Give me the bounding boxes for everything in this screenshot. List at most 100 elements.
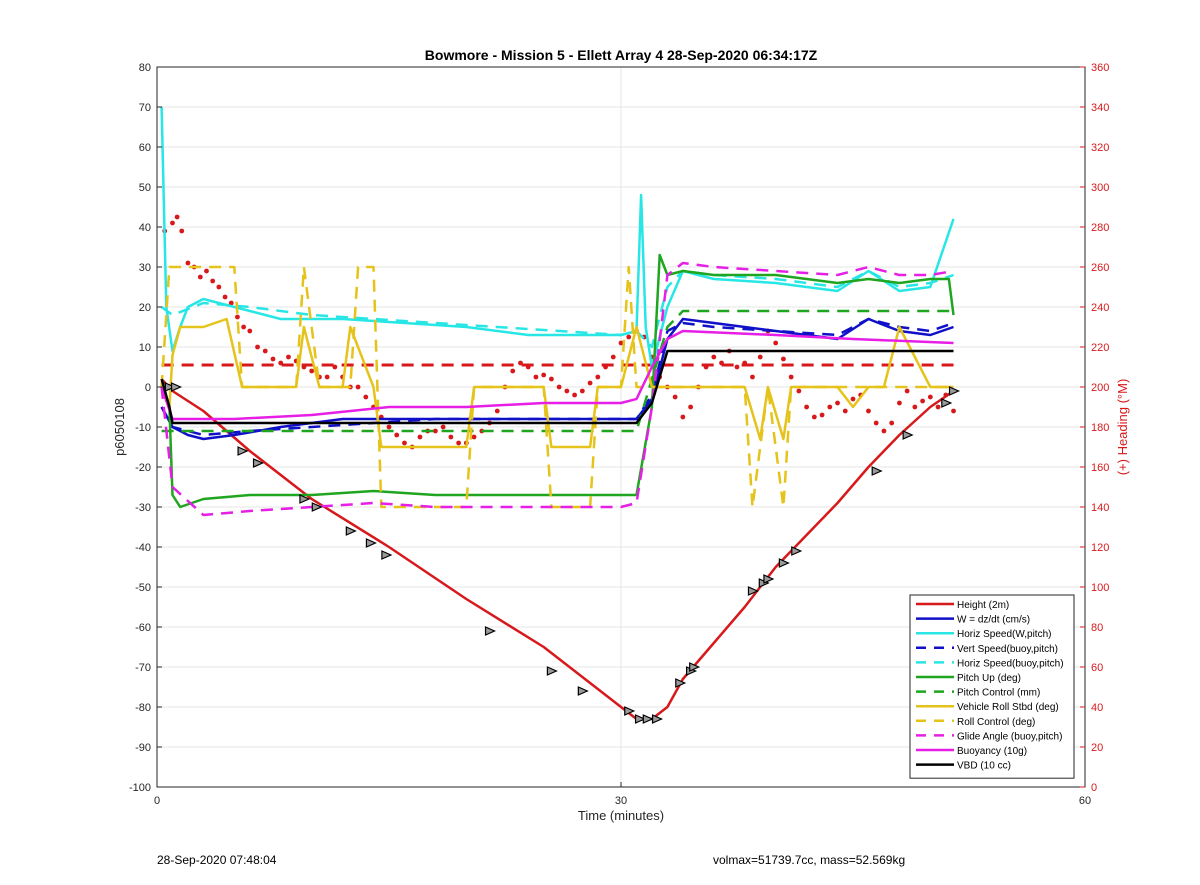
heading-point: [626, 334, 632, 340]
heading-point: [920, 398, 925, 404]
legend-entry: VBD (10 cc): [957, 761, 1011, 772]
right-tick-label: 180: [1091, 422, 1109, 434]
left-tick-label: 40: [139, 222, 151, 234]
depth-marker: [252, 458, 265, 468]
heading-point: [610, 354, 616, 360]
depth-marker: [577, 686, 589, 696]
heading-point: [525, 364, 531, 370]
heading-point: [711, 354, 717, 360]
footer-date: 28-Sep-2020 07:48:04: [157, 853, 277, 867]
heading-point: [742, 360, 748, 366]
heading-point: [278, 360, 284, 366]
right-tick-label: 120: [1091, 542, 1109, 554]
heading-point: [518, 360, 523, 366]
heading-point: [572, 392, 577, 398]
heading-point: [842, 408, 848, 414]
heading-point: [579, 388, 585, 394]
right-tick-label: 200: [1091, 382, 1109, 394]
right-tick-label: 220: [1091, 342, 1109, 354]
legend-entry: Vehicle Roll Stbd (deg): [957, 702, 1059, 713]
heading-point: [433, 428, 438, 434]
left-axis-ticks: 80 70 60 50 40 30 20 10 0 -10 -20 -30 -40 -50 -60 -70 -8…: [129, 62, 162, 794]
heading-point: [332, 364, 338, 370]
series-line: [160, 349, 954, 425]
depth-marker: [778, 558, 790, 568]
depth-marker: [871, 466, 883, 476]
right-tick-label: 240: [1091, 302, 1109, 314]
left-tick-label: -10: [135, 422, 151, 434]
heading-point: [541, 372, 547, 378]
left-tick-label: 30: [139, 262, 151, 274]
heading-point: [394, 432, 400, 438]
legend-entry: Pitch Control (mm): [957, 688, 1040, 699]
depth-marker: [675, 678, 687, 688]
heading-point: [680, 414, 686, 420]
right-tick-label: 140: [1091, 502, 1109, 514]
series-line: [160, 329, 954, 421]
left-tick-label: -60: [135, 622, 151, 634]
heading-point: [881, 428, 887, 434]
right-tick-label: 40: [1091, 702, 1103, 714]
depth-marker: [634, 714, 647, 724]
depth-marker: [546, 666, 558, 676]
legend-entry: Height (2m): [957, 600, 1009, 611]
heading-point: [301, 364, 307, 370]
heading-point: [618, 340, 624, 346]
heading-point: [788, 374, 794, 380]
right-tick-label: 60: [1091, 662, 1103, 674]
heading-point: [781, 356, 786, 362]
heading-point: [494, 408, 500, 414]
left-tick-label: 10: [139, 342, 151, 354]
heading-point: [564, 388, 570, 394]
heading-point: [912, 404, 918, 410]
series-line: [160, 253, 955, 509]
left-tick-label: -30: [135, 502, 151, 514]
heading-point: [904, 388, 910, 394]
series-line: [161, 309, 954, 433]
heading-point: [951, 408, 956, 414]
heading-point: [850, 396, 856, 402]
heading-point: [897, 400, 902, 406]
depth-marker: [484, 626, 497, 636]
heading-point: [549, 376, 554, 382]
right-tick-label: 340: [1091, 102, 1109, 114]
x-tick-label: 30: [615, 795, 627, 807]
depth-marker: [747, 586, 759, 596]
heading-point: [873, 420, 879, 426]
heading-point: [210, 278, 216, 284]
heading-point: [835, 400, 840, 406]
x-axis-ticks: 0 30 60: [154, 782, 1091, 807]
left-tick-label: -80: [135, 702, 151, 714]
heading-point: [688, 404, 693, 410]
right-tick-label: 160: [1091, 462, 1109, 474]
right-tick-label: 300: [1091, 182, 1109, 194]
heading-point: [927, 394, 933, 400]
heading-point: [402, 440, 407, 446]
heading-point: [222, 294, 228, 300]
heading-point: [170, 220, 175, 226]
heading-point: [255, 344, 260, 350]
heading-point: [179, 228, 185, 234]
legend-box: [909, 594, 1075, 779]
legend-entry: Roll Control (deg): [957, 717, 1035, 728]
y-axis-label-right: (+) Heading (°M): [1115, 379, 1130, 476]
heading-point: [363, 394, 369, 400]
x-axis-label: Time (minutes): [578, 808, 664, 823]
y-axis-label-left: p6050108: [112, 398, 127, 456]
heading-point: [216, 284, 222, 290]
series-line: [160, 261, 954, 517]
heading-point: [262, 348, 268, 354]
depth-marker: [299, 494, 311, 504]
right-axis-ticks: 3603403203002802602402202001801601401201…: [1080, 62, 1109, 794]
legend-entry: Pitch Up (deg): [957, 673, 1021, 684]
heading-point: [247, 328, 253, 334]
depth-marker: [365, 538, 377, 548]
right-tick-label: 0: [1091, 782, 1097, 794]
heading-point: [595, 374, 601, 380]
left-tick-label: 60: [139, 142, 151, 154]
left-tick-label: -20: [135, 462, 151, 474]
left-tick-label: 70: [139, 102, 151, 114]
heading-point: [235, 314, 240, 320]
heading-point: [510, 368, 516, 374]
depth-marker: [237, 446, 249, 456]
